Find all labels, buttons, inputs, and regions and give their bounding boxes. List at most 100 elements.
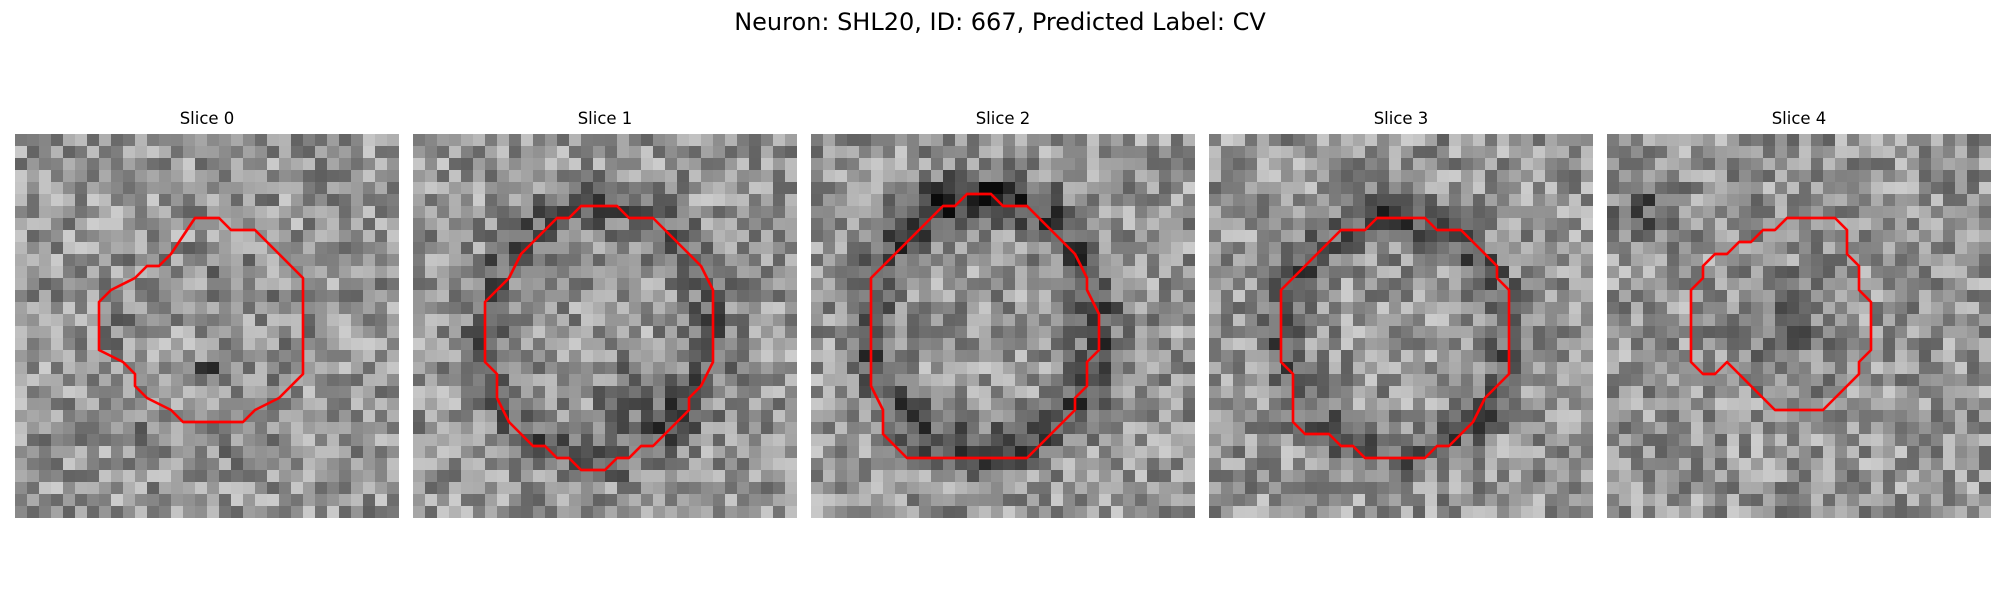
pixel: [509, 338, 522, 351]
pixel: [1715, 182, 1728, 195]
pixel: [653, 350, 666, 363]
pixel: [629, 434, 642, 447]
pixel: [1425, 278, 1438, 291]
pixel: [39, 254, 52, 267]
pixel: [1655, 446, 1668, 459]
pixel: [99, 230, 112, 243]
pixel: [533, 194, 546, 207]
pixel: [267, 206, 280, 219]
pixel: [1643, 326, 1656, 339]
pixel: [1317, 422, 1330, 435]
pixel: [207, 170, 220, 183]
pixel: [1497, 146, 1510, 159]
pixel: [1159, 254, 1172, 267]
pixel: [1449, 278, 1462, 291]
pixel: [749, 422, 762, 435]
pixel: [461, 134, 474, 147]
pixel: [629, 278, 642, 291]
pixel: [1581, 146, 1593, 159]
pixel: [1955, 374, 1968, 387]
pixel: [1171, 434, 1184, 447]
pixel: [773, 266, 786, 279]
pixel: [677, 194, 690, 207]
pixel: [521, 290, 534, 303]
pixel: [991, 398, 1004, 411]
pixel: [557, 254, 570, 267]
pixel: [919, 482, 932, 495]
pixel: [871, 410, 884, 423]
pixel: [1003, 506, 1016, 518]
pixel: [171, 278, 184, 291]
pixel: [1979, 254, 1991, 267]
pixel: [243, 506, 256, 518]
pixel: [111, 218, 124, 231]
pixel: [159, 230, 172, 243]
pixel: [1931, 182, 1944, 195]
pixel: [1051, 242, 1064, 255]
pixel: [883, 506, 896, 518]
pixel: [847, 218, 860, 231]
pixel: [375, 422, 388, 435]
pixel: [1763, 278, 1776, 291]
pixel: [1329, 242, 1342, 255]
pixel: [1569, 446, 1582, 459]
pixel: [1087, 494, 1100, 507]
pixel: [725, 170, 738, 183]
pixel: [1473, 350, 1486, 363]
pixel: [27, 206, 40, 219]
pixel: [1317, 374, 1330, 387]
pixel: [1581, 398, 1593, 411]
pixel: [1907, 374, 1920, 387]
pixel: [1209, 266, 1222, 279]
pixel: [1063, 302, 1076, 315]
pixel: [1727, 266, 1740, 279]
pixel: [1931, 146, 1944, 159]
pixel: [665, 326, 678, 339]
pixel: [1485, 314, 1498, 327]
pixel: [1389, 422, 1402, 435]
pixel: [1389, 386, 1402, 399]
pixel: [955, 482, 968, 495]
pixel: [1233, 422, 1246, 435]
pixel: [1787, 398, 1800, 411]
pixel: [207, 386, 220, 399]
pixel: [279, 314, 292, 327]
pixel: [895, 434, 908, 447]
pixel: [737, 326, 750, 339]
pixel: [255, 134, 268, 147]
pixel: [1895, 266, 1908, 279]
pixel: [1569, 398, 1582, 411]
pixel: [291, 170, 304, 183]
pixel: [183, 338, 196, 351]
pixel: [605, 374, 618, 387]
pixel: [1123, 266, 1136, 279]
pixel: [1485, 194, 1498, 207]
pixel: [27, 134, 40, 147]
pixel: [1221, 350, 1234, 363]
pixel: [1557, 446, 1570, 459]
pixel: [15, 218, 28, 231]
pixel: [919, 290, 932, 303]
pixel: [1533, 446, 1546, 459]
pixel: [1823, 278, 1836, 291]
pixel: [823, 182, 836, 195]
pixel: [835, 230, 848, 243]
pixel: [1931, 194, 1944, 207]
pixel: [27, 494, 40, 507]
pixel: [425, 374, 438, 387]
pixel: [979, 398, 992, 411]
pixel: [171, 254, 184, 267]
pixel: [593, 218, 606, 231]
pixel: [1979, 386, 1991, 399]
pixel: [87, 326, 100, 339]
pixel: [1521, 326, 1534, 339]
pixel: [1051, 146, 1064, 159]
pixel: [919, 230, 932, 243]
pixel: [1051, 254, 1064, 267]
pixel: [653, 506, 666, 518]
pixel: [701, 482, 714, 495]
pixel: [147, 362, 160, 375]
pixel: [147, 422, 160, 435]
pixel: [1607, 422, 1620, 435]
pixel: [183, 422, 196, 435]
